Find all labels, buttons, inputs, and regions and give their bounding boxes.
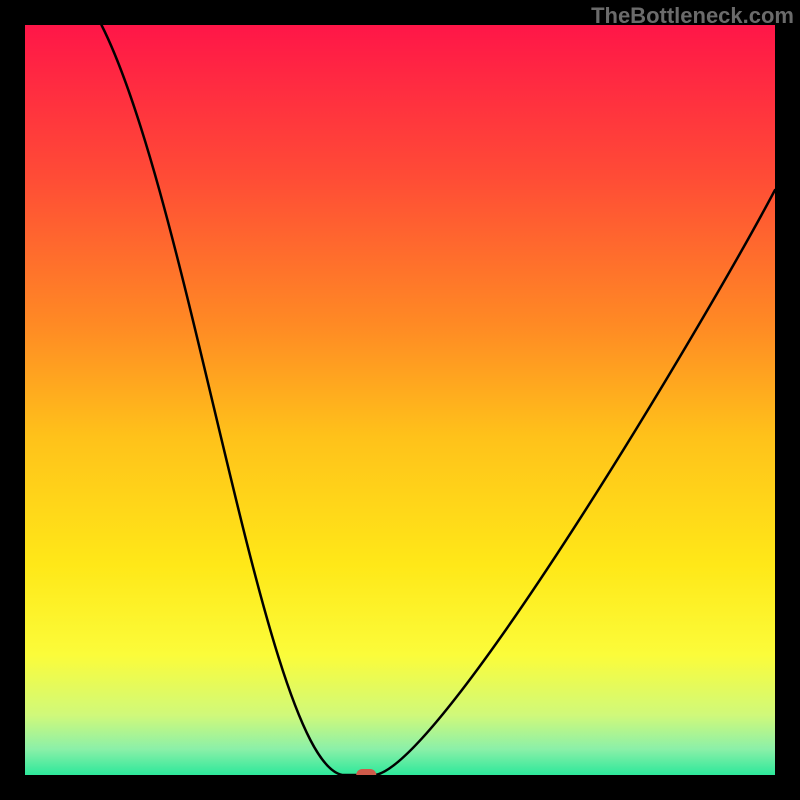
minimum-marker [357, 769, 377, 775]
curve-path [102, 25, 776, 775]
bottleneck-curve [25, 25, 775, 775]
plot-area [25, 25, 775, 775]
watermark-text: TheBottleneck.com [591, 3, 794, 29]
chart-container: TheBottleneck.com [0, 0, 800, 800]
